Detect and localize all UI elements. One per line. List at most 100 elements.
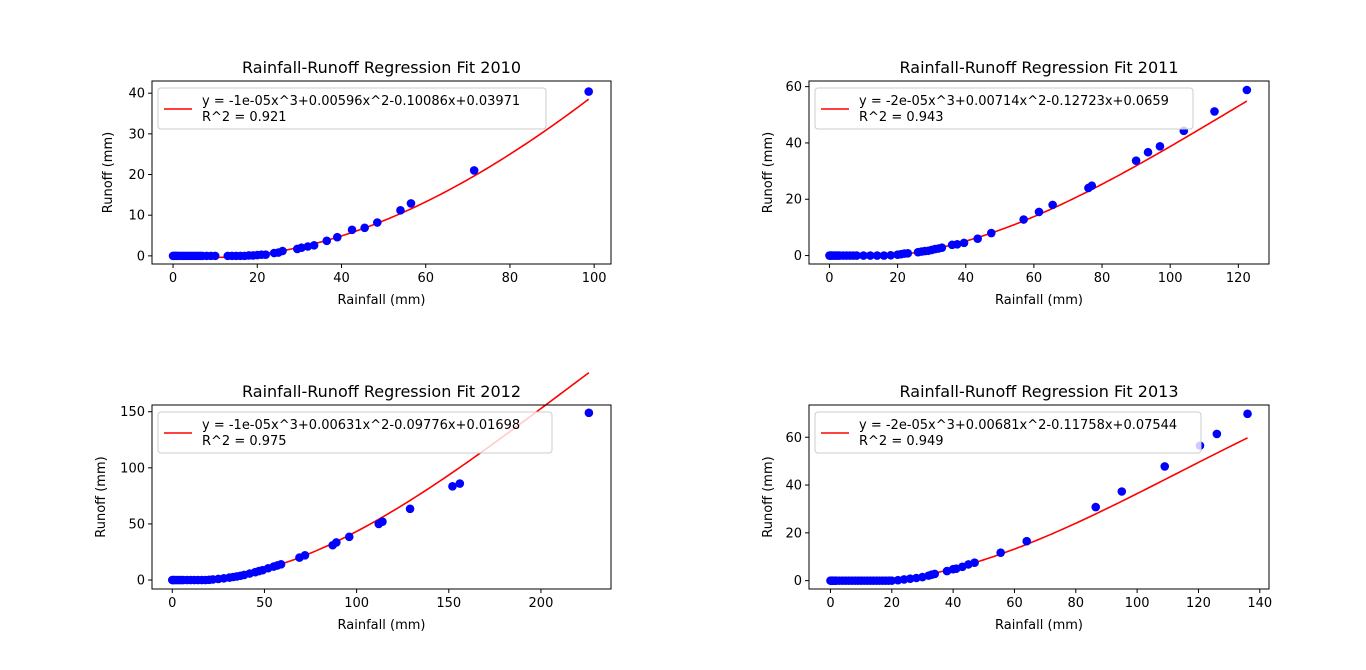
data-point — [332, 232, 342, 242]
data-point — [887, 576, 897, 585]
data-point — [996, 548, 1005, 557]
y-tick-label: 0 — [137, 249, 145, 264]
legend-fit-equation: y = -2e-05x^3+0.00714x^2-0.12723x+0.0659 — [859, 94, 1169, 109]
y-tick-label: 20 — [128, 168, 145, 183]
x-tick-label: 40 — [957, 271, 974, 286]
legend-box — [814, 87, 1194, 130]
data-point — [406, 199, 416, 208]
legend-fit-equation: y = -1e-05x^3+0.00596x^2-0.10086x+0.0397… — [202, 94, 520, 109]
data-point — [959, 238, 969, 248]
data-point — [1019, 215, 1028, 224]
data-point — [210, 251, 220, 261]
y-tick-label: 0 — [794, 249, 802, 264]
data-point — [872, 251, 882, 260]
data-point — [332, 538, 341, 547]
legend-r-squared: R^2 = 0.975 — [202, 434, 287, 449]
subplot-1: Rainfall-Runoff Regression Fit 2010 0 20 40… — [101, 58, 612, 308]
legend-box — [814, 411, 1202, 454]
x-tick-label: 100 — [582, 271, 607, 286]
x-tick-label: 60 — [417, 271, 434, 286]
data-point — [1117, 487, 1127, 496]
x-tick-label: 20 — [884, 596, 901, 611]
y-axis-label: Runoff (mm) — [101, 132, 116, 213]
data-point — [886, 250, 896, 260]
legend: y = -2e-05x^3+0.00681x^2-0.11758x+0.0754… — [814, 411, 1202, 454]
data-point — [584, 408, 594, 418]
y-tick-label: 30 — [128, 127, 145, 142]
x-tick-label: 140 — [1247, 596, 1272, 611]
data-point — [300, 551, 310, 560]
subplot-2: Rainfall-Runoff Regression Fit 2011 0 20 40… — [761, 58, 1270, 308]
data-point — [322, 236, 332, 246]
data-point — [903, 249, 913, 258]
y-tick-label: 100 — [120, 461, 145, 476]
legend: y = -1e-05x^3+0.00596x^2-0.10086x+0.0397… — [157, 87, 547, 130]
y-axis-label: Runoff (mm) — [761, 456, 776, 537]
x-tick-label: 200 — [529, 596, 554, 611]
y-tick-label: 10 — [128, 209, 145, 224]
data-point — [1212, 429, 1222, 439]
chart-title: Rainfall-Runoff Regression Fit 2010 — [242, 58, 521, 77]
y-tick-label: 60 — [785, 431, 802, 446]
data-point — [1155, 142, 1165, 151]
y-tick-label: 0 — [794, 574, 802, 589]
data-point — [309, 240, 319, 250]
data-point — [261, 250, 271, 259]
x-tick-label: 100 — [1158, 271, 1183, 286]
data-point — [276, 560, 286, 569]
y-tick-label: 40 — [785, 136, 802, 151]
x-tick-label: 100 — [344, 596, 369, 611]
chart-title: Rainfall-Runoff Regression Fit 2011 — [900, 58, 1179, 77]
data-point — [1022, 536, 1032, 546]
legend-box — [157, 87, 547, 130]
y-tick-label: 40 — [128, 87, 145, 102]
x-tick-label: 150 — [436, 596, 461, 611]
data-point — [360, 223, 369, 233]
legend: y = -2e-05x^3+0.00714x^2-0.12723x+0.0659… — [814, 87, 1194, 130]
data-point — [970, 558, 979, 568]
x-tick-label: 100 — [1125, 596, 1150, 611]
data-point — [448, 482, 457, 491]
y-tick-label: 0 — [137, 574, 145, 589]
data-point — [1091, 502, 1101, 512]
y-tick-label: 150 — [120, 405, 145, 420]
subplot-3: Rainfall-Runoff Regression Fit 2012 0 50 10… — [94, 372, 612, 633]
legend-r-squared: R^2 = 0.949 — [859, 434, 944, 449]
data-point — [1210, 107, 1219, 116]
x-tick-label: 20 — [889, 271, 906, 286]
data-point — [1143, 147, 1153, 157]
y-tick-label: 20 — [785, 526, 802, 541]
x-tick-label: 50 — [256, 596, 273, 611]
data-point — [1087, 181, 1097, 191]
x-tick-label: 0 — [169, 271, 177, 286]
x-tick-label: 0 — [168, 596, 176, 611]
data-point — [1048, 200, 1057, 210]
axes-frame — [808, 404, 1270, 590]
legend-fit-equation: y = -1e-05x^3+0.00631x^2-0.09776x+0.0169… — [202, 418, 520, 433]
data-point — [405, 504, 415, 514]
data-point — [930, 569, 940, 579]
data-point — [469, 166, 479, 175]
x-tick-label: 40 — [333, 271, 350, 286]
x-tick-label: 60 — [1006, 596, 1023, 611]
x-tick-label: 0 — [826, 596, 834, 611]
y-axis-label: Runoff (mm) — [94, 456, 109, 537]
y-tick-label: 40 — [785, 479, 802, 494]
x-tick-label: 120 — [1186, 596, 1211, 611]
legend-r-squared: R^2 = 0.943 — [859, 110, 944, 125]
x-tick-label: 80 — [1094, 271, 1111, 286]
subplot-4: Rainfall-Runoff Regression Fit 2013 0 20 40… — [761, 382, 1272, 633]
data-point — [1131, 156, 1141, 165]
data-point — [866, 251, 875, 260]
x-tick-label: 20 — [249, 271, 266, 286]
legend-r-squared: R^2 = 0.921 — [202, 110, 287, 125]
axes-frame — [808, 80, 1270, 265]
x-tick-label: 120 — [1226, 271, 1251, 286]
fit-line — [830, 437, 1248, 583]
x-tick-label: 40 — [945, 596, 962, 611]
data-point — [378, 517, 387, 526]
x-axis-label: Rainfall (mm) — [338, 618, 426, 633]
y-tick-label: 60 — [785, 80, 802, 95]
y-tick-label: 20 — [785, 193, 802, 208]
